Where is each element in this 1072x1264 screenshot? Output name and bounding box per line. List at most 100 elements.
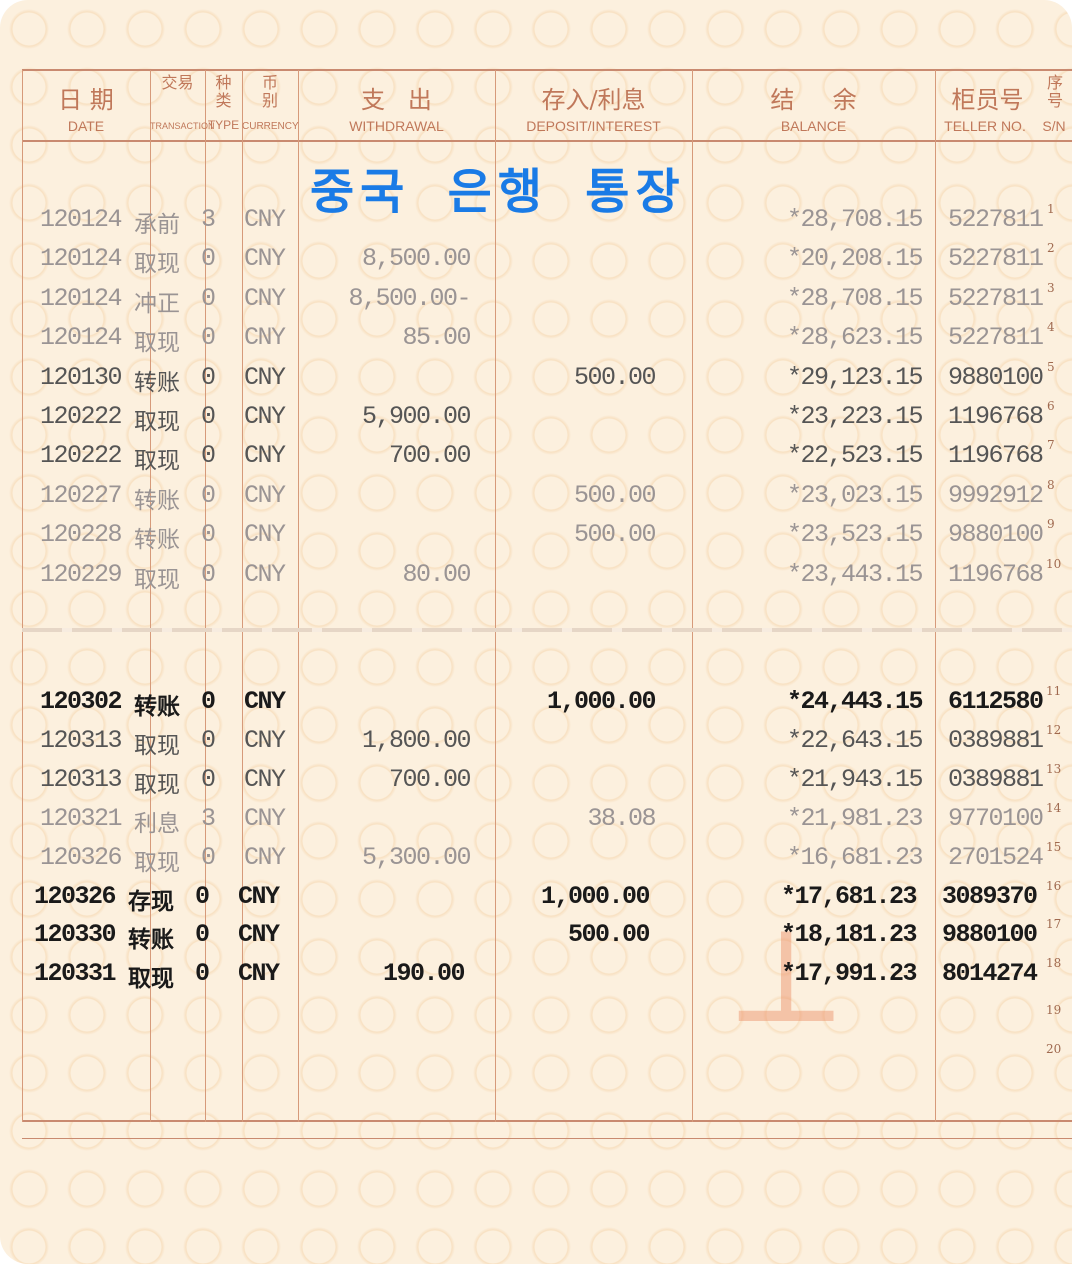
cell-balance: *28,708.15	[786, 283, 924, 313]
cell-teller: 8014274	[942, 959, 1038, 989]
cell-teller: 1196768	[948, 402, 1044, 431]
cell-balance: *22,523.15	[786, 441, 924, 471]
col-divider	[150, 70, 151, 1122]
cell-withdrawal: 1,800.00	[361, 725, 472, 755]
cell-withdrawal: 80.00	[402, 559, 471, 589]
col-divider	[242, 70, 243, 1122]
cell-sn: 17	[1046, 917, 1062, 932]
cell-sn: 8	[1047, 477, 1055, 492]
cell-currency: CNY	[244, 362, 286, 392]
cell-teller: 0389881	[948, 725, 1044, 755]
col-divider	[22, 70, 23, 1122]
cell-transaction: 取现	[134, 566, 180, 593]
cell-currency: CNY	[244, 764, 286, 794]
cell-transaction: 转账	[134, 527, 180, 554]
cell-teller: 9880100	[948, 520, 1044, 550]
cell-sn: 6	[1047, 399, 1055, 413]
header-sn-cn: 序号	[1046, 73, 1063, 110]
cell-sn: 10	[1046, 556, 1062, 571]
cell-transaction: 转账	[134, 487, 180, 514]
cell-teller: 1196768	[948, 441, 1044, 471]
cell-date: 120321	[40, 803, 123, 833]
cell-sn: 11	[1046, 684, 1062, 698]
header-withdrawal-en: WITHDRAWAL	[349, 118, 444, 134]
cell-teller: 0389881	[948, 764, 1044, 794]
cell-currency: CNY	[244, 520, 286, 550]
header-type-en: TYPE	[207, 118, 240, 132]
header-deposit-cn: 存入/利息	[541, 86, 646, 114]
cell-type: 0	[201, 323, 216, 353]
cell-type: 0	[201, 687, 216, 716]
cell-date: 120313	[40, 764, 123, 794]
header-transaction-en: TRANSACTION	[150, 121, 215, 131]
header-currency-cn: 币别	[261, 73, 278, 110]
cell-type: 3	[201, 205, 216, 234]
cell-type: 0	[201, 764, 216, 794]
cell-withdrawal: 5,900.00	[361, 402, 472, 431]
cell-teller: 2701524	[948, 842, 1044, 872]
header-type-cn: 种类	[215, 73, 232, 110]
cell-deposit: 500.00	[573, 362, 657, 392]
cell-withdrawal: 85.00	[402, 323, 471, 353]
cell-type: 0	[201, 520, 216, 550]
cell-type: 0	[201, 244, 216, 274]
cell-sn: 19	[1046, 1003, 1062, 1018]
cell-type: 0	[201, 842, 216, 872]
col-divider	[495, 70, 496, 1122]
cell-teller: 5227811	[948, 283, 1044, 313]
cell-balance: *16,681.23	[786, 842, 924, 872]
cell-currency: CNY	[244, 803, 286, 833]
cell-date: 120124	[40, 283, 123, 313]
cell-teller: 6112580	[948, 687, 1044, 716]
cell-sn: 13	[1046, 761, 1062, 776]
cell-type: 0	[195, 959, 210, 989]
cell-type: 0	[201, 559, 216, 589]
cell-transaction: 取现	[134, 251, 180, 278]
cell-sn: 5	[1047, 359, 1055, 374]
cell-transaction: 承前	[134, 212, 180, 238]
cell-teller: 5227811	[948, 244, 1044, 274]
cell-type: 0	[201, 402, 216, 431]
cell-transaction: 冲正	[134, 290, 180, 317]
cell-date: 120227	[40, 480, 123, 510]
cell-transaction: 取现	[134, 771, 180, 798]
cell-currency: CNY	[244, 283, 286, 313]
cell-currency: CNY	[238, 959, 280, 989]
cell-withdrawal: 5,300.00	[361, 842, 472, 872]
cell-deposit: 500.00	[573, 520, 657, 550]
cell-type: 3	[201, 803, 216, 833]
cell-transaction: 取现	[134, 409, 180, 435]
cell-balance: *23,223.15	[786, 402, 924, 431]
cell-sn: 3	[1047, 280, 1055, 295]
cell-sn: 15	[1046, 839, 1062, 854]
cell-withdrawal: 190.00	[382, 959, 466, 989]
header-withdrawal-cn: 支 出	[361, 86, 432, 114]
cell-transaction: 取现	[134, 330, 180, 357]
cell-teller: 9880100	[948, 362, 1044, 392]
cell-balance: *23,023.15	[786, 480, 924, 510]
cell-type: 0	[201, 725, 216, 755]
col-divider	[692, 70, 693, 1122]
cell-teller: 1196768	[948, 559, 1044, 589]
cell-teller: 3089370	[942, 881, 1038, 911]
cell-type: 0	[201, 480, 216, 510]
col-divider	[298, 70, 299, 1122]
cell-date: 120326	[40, 842, 123, 872]
cell-currency: CNY	[244, 205, 286, 234]
cell-balance: *17,681.23	[780, 881, 918, 911]
cell-sn: 16	[1046, 878, 1062, 893]
cell-date: 120124	[40, 323, 123, 353]
watermark-stamp-icon: ⊥	[725, 900, 848, 1052]
header-transaction-cn: 交易	[161, 73, 194, 92]
cell-date: 120228	[40, 520, 123, 550]
cell-balance: *17,991.23	[780, 959, 918, 989]
cell-type: 0	[201, 362, 216, 392]
cell-transaction: 取现	[134, 732, 180, 759]
cell-transaction: 取现	[134, 849, 180, 876]
cell-deposit: 1,000.00	[540, 881, 651, 911]
cell-balance: *18,181.23	[780, 920, 918, 950]
overlay-title: 중국 은행 통장	[310, 166, 686, 219]
cell-sn: 9	[1047, 517, 1055, 532]
cell-sn: 1	[1047, 202, 1055, 216]
cell-balance: *20,208.15	[786, 244, 924, 274]
